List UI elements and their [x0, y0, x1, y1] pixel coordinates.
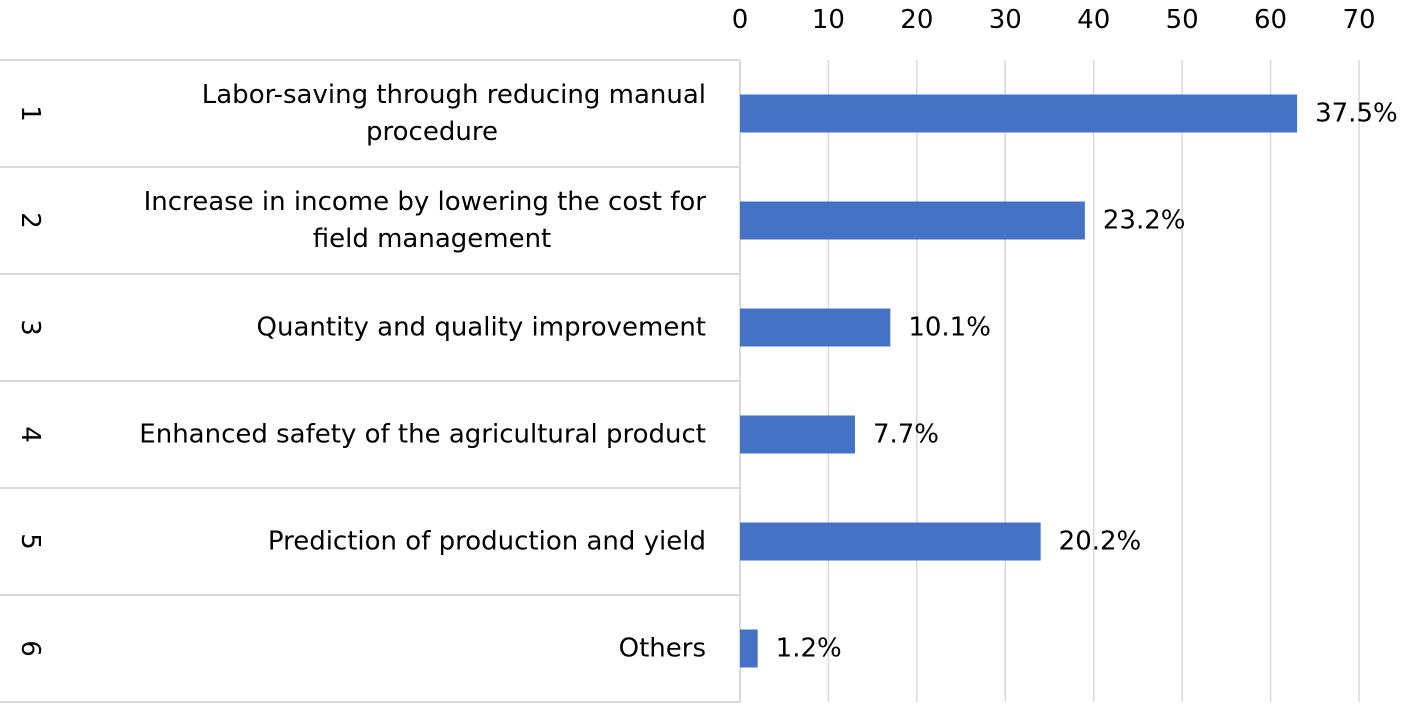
x-tick-label: 30 [989, 5, 1022, 35]
bar [740, 94, 1298, 133]
gridlines [827, 60, 1360, 702]
category-label: field management [313, 224, 552, 254]
data-label: 20.2% [1059, 527, 1142, 557]
category-label: Prediction of production and yield [268, 527, 706, 557]
category-label: Increase in income by lowering the cost … [144, 187, 707, 217]
category-label: Enhanced safety of the agricultural prod… [139, 420, 706, 450]
x-tick-label: 70 [1342, 5, 1375, 35]
bar [740, 629, 758, 668]
category-rank: 4 [15, 426, 45, 443]
category-table: 1 Labor-saving through reducing manual pro… [0, 59, 741, 703]
bar [740, 522, 1041, 561]
data-label: 23.2% [1103, 206, 1186, 236]
category-rank: 2 [15, 212, 45, 229]
x-tick-label: 50 [1166, 5, 1199, 35]
category-label: Others [619, 634, 706, 664]
category-rank: 3 [15, 319, 45, 336]
bar [740, 201, 1085, 240]
x-axis-ticks: 0 10 20 30 40 50 60 70 [732, 5, 1376, 35]
data-label: 10.1% [908, 313, 991, 343]
category-label: procedure [366, 117, 498, 147]
category-rank: 5 [15, 533, 45, 550]
x-tick-label: 40 [1077, 5, 1110, 35]
data-labels: 37.5% 23.2% 10.1% 7.7% 20.2% 1.2% [776, 99, 1398, 664]
x-tick-label: 60 [1254, 5, 1287, 35]
bar [740, 415, 855, 454]
category-label: Quantity and quality improvement [257, 313, 706, 343]
category-rank: 1 [15, 105, 45, 122]
category-rank: 6 [15, 640, 45, 657]
x-tick-label: 20 [900, 5, 933, 35]
x-tick-label: 10 [812, 5, 845, 35]
data-label: 37.5% [1315, 99, 1398, 129]
bars [740, 94, 1298, 668]
x-tick-label: 0 [732, 5, 749, 35]
category-label: Labor-saving through reducing manual [202, 80, 706, 110]
bar [740, 308, 891, 347]
data-label: 7.7% [873, 420, 939, 450]
data-label: 1.2% [776, 634, 842, 664]
